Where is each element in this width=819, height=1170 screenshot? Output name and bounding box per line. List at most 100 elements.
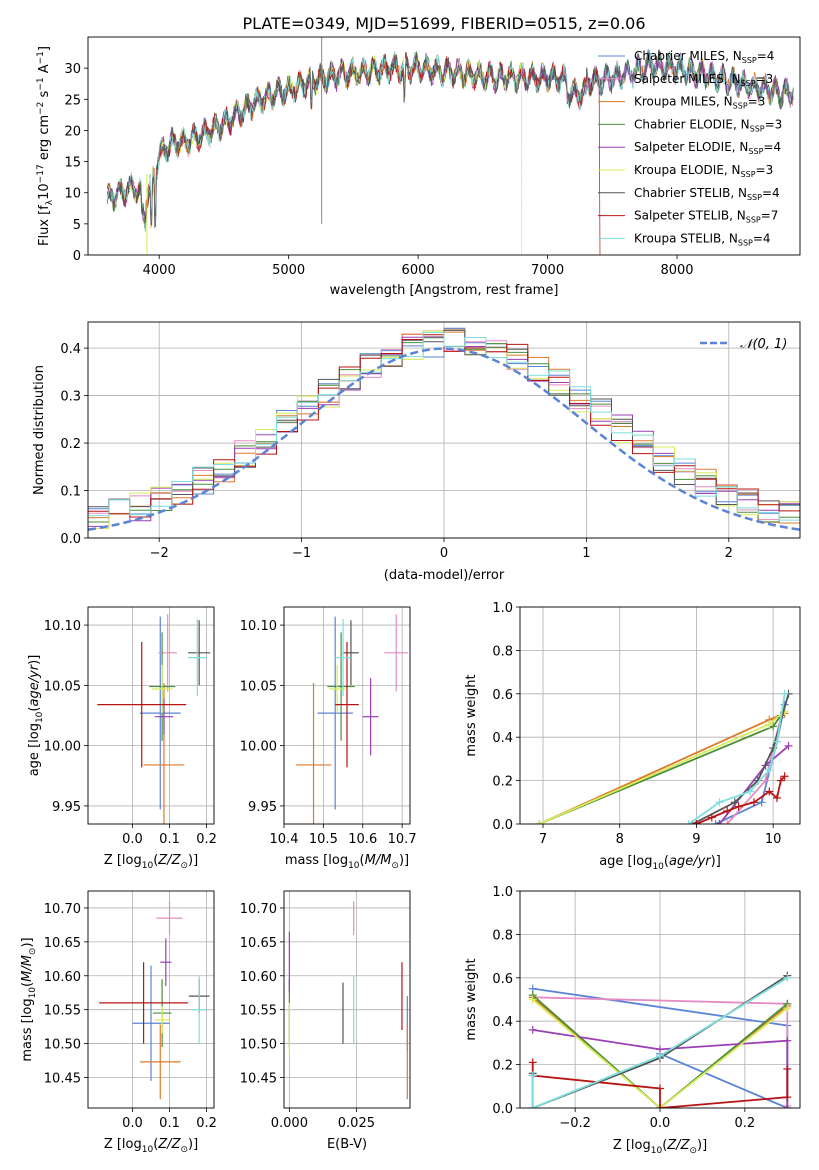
- y-tick-label: 1.0: [492, 601, 513, 616]
- plot-area-weight-vs-age: [535, 689, 793, 824]
- y-axis-label: age [log10(age/yr)]: [27, 655, 45, 777]
- plot-area-residuals: [88, 327, 800, 538]
- normal-reference-curve: [88, 347, 800, 531]
- plots: 4000 5000 6000 7000 8000051015202530waveleng…: [20, 36, 801, 1156]
- x-axis-label: mass [log10(M/M⊙)]: [285, 853, 409, 871]
- y-tick-label: 9.95: [52, 800, 81, 815]
- x-tick-label: 0.025: [338, 1116, 375, 1131]
- y-tick-label: 10.60: [44, 970, 81, 985]
- x-tick-label: 10.5: [309, 832, 338, 847]
- y-tick-label: 1.0: [492, 885, 513, 900]
- y-tick-label: 0.2: [492, 775, 513, 790]
- x-axis-label: Z [log10(Z/Z⊙)]: [613, 1138, 707, 1156]
- y-tick-label: 10.55: [44, 1004, 81, 1019]
- y-tick-label: 0: [73, 249, 81, 264]
- axes-frame: [87, 890, 215, 1109]
- weight-series-line: [532, 996, 788, 1108]
- y-tick-label: 30: [64, 62, 81, 77]
- axes-residuals: −2 −1 0 1 2 0.0 0.1 0.2 0.3 0.4 (data-model)/error…: [32, 321, 801, 583]
- y-tick-label: 10.05: [240, 679, 277, 694]
- axes-spectrum: 4000 5000 6000 7000 8000 0 5 10 15 20 25 30 waveleng…: [36, 36, 801, 298]
- axes-frame: [519, 606, 801, 825]
- x-axis-label: E(B-V): [327, 1137, 367, 1152]
- x-tick-label: 8: [616, 832, 624, 847]
- y-tick-label: 10: [64, 187, 81, 202]
- y-tick-label: 25: [64, 93, 81, 108]
- legend-label: Chabrier STELIB, NSSP=4: [634, 186, 780, 202]
- y-tick-label: 10.70: [240, 902, 277, 917]
- y-tick-label: 0.6: [492, 688, 513, 703]
- legend-label: Salpeter ELODIE, NSSP=4: [634, 140, 781, 156]
- y-tick-label: 0.8: [492, 644, 513, 659]
- axes-frame: [283, 890, 411, 1109]
- x-tick-label: 0.2: [196, 832, 217, 847]
- axes-age-vs-mass: 10.4 10.5 10.6 10.7 9.95 10.00 10.05 10.10 mass …: [240, 606, 417, 871]
- legend-label: Salpeter MILES, NSSP=3: [634, 72, 773, 88]
- y-tick-label: 0.4: [60, 342, 81, 357]
- y-tick-label: 0.0: [492, 1102, 513, 1117]
- x-tick-label: 2: [725, 546, 733, 561]
- plot-area-age-vs-Z: [97, 614, 211, 824]
- weight-series-line: [531, 977, 788, 1108]
- y-tick-label: 0.6: [492, 972, 513, 987]
- y-tick-label: 10.55: [240, 1004, 277, 1019]
- y-tick-label: 5: [73, 218, 81, 233]
- y-tick-label: 10.45: [240, 1071, 277, 1086]
- axes-frame: [87, 321, 801, 539]
- x-axis-label: (data-model)/error: [384, 568, 505, 583]
- x-tick-label: 10: [765, 832, 782, 847]
- legend-label: Salpeter STELIB, NSSP=7: [634, 209, 778, 225]
- y-tick-label: 0.4: [492, 1015, 513, 1030]
- x-tick-label: 10.4: [270, 832, 299, 847]
- axes-weight-vs-age: 7 8 9 10 0.0 0.2 0.4 0.6 0.8 1.0 age [log10(age/yr…: [464, 601, 801, 872]
- plot-area-age-vs-mass: [295, 614, 409, 824]
- y-tick-label: 20: [64, 124, 81, 139]
- legend-label: Kroupa MILES, NSSP=3: [634, 95, 765, 111]
- x-tick-label: 0.0: [122, 1116, 143, 1131]
- y-tick-label: 10.50: [240, 1038, 277, 1053]
- residual-legend: 𝒩(0, 1): [700, 337, 787, 352]
- weight-series-line: [532, 998, 788, 1108]
- x-tick-label: 0.0: [122, 832, 143, 847]
- y-axis-label: mass [log10(M/M⊙)]: [20, 937, 38, 1061]
- x-tick-label: 6000: [402, 263, 435, 278]
- y-tick-label: 10.50: [44, 1038, 81, 1053]
- x-tick-label: 8000: [660, 263, 693, 278]
- x-tick-label: 5000: [272, 263, 305, 278]
- y-tick-label: 10.70: [44, 902, 81, 917]
- histogram-series: [88, 332, 800, 538]
- y-axis-label: mass weight: [464, 674, 479, 756]
- y-tick-label: 10.65: [240, 936, 277, 951]
- y-tick-label: 10.10: [44, 619, 81, 634]
- plot-area-mass-vs-EBV: [288, 901, 408, 1100]
- x-tick-label: 0.1: [159, 1116, 180, 1131]
- y-tick-label: 0.0: [492, 818, 513, 833]
- legend-label: Kroupa ELODIE, NSSP=3: [634, 163, 773, 179]
- x-tick-label: 0.2: [196, 1116, 217, 1131]
- x-tick-label: −0.2: [559, 1116, 591, 1131]
- x-tick-label: 0.2: [735, 1116, 756, 1131]
- y-tick-label: 0.3: [60, 390, 81, 405]
- x-tick-label: 9: [692, 832, 700, 847]
- figure-title: PLATE=0349, MJD=51699, FIBERID=0515, z=0…: [242, 14, 645, 33]
- axes-age-vs-Z: 0.0 0.1 0.2 9.95 10.00 10.05 10.10 Z [log10(Z/Z…: [27, 606, 217, 871]
- legend-label: Kroupa STELIB, NSSP=4: [634, 231, 771, 247]
- y-tick-label: 9.95: [248, 800, 277, 815]
- x-tick-label: 0.0: [650, 1116, 671, 1131]
- legend-label: Chabrier ELODIE, NSSP=3: [634, 117, 782, 133]
- x-tick-label: −2: [150, 546, 169, 561]
- y-tick-label: 0.2: [492, 1059, 513, 1074]
- y-axis-label: Normed distribution: [32, 365, 47, 495]
- spectrum-legend: Chabrier MILES, NSSP=4 Salpeter MILES, NS…: [598, 49, 782, 247]
- x-axis-label: age [log10(age/yr)]: [599, 854, 721, 872]
- axes-frame: [87, 36, 801, 256]
- axes-mass-vs-Z: 0.0 0.1 0.2 10.45 10.50 10.55 10.60 10.65 10.70 Z…: [20, 890, 217, 1155]
- y-tick-label: 15: [64, 156, 81, 171]
- y-tick-label: 10.60: [240, 970, 277, 985]
- y-tick-label: 10.10: [240, 619, 277, 634]
- plot-area-spectrum: [107, 37, 794, 255]
- spectrum-series-line: [107, 49, 794, 233]
- y-tick-label: 0.2: [60, 437, 81, 452]
- spectrum-series-line: [107, 49, 794, 229]
